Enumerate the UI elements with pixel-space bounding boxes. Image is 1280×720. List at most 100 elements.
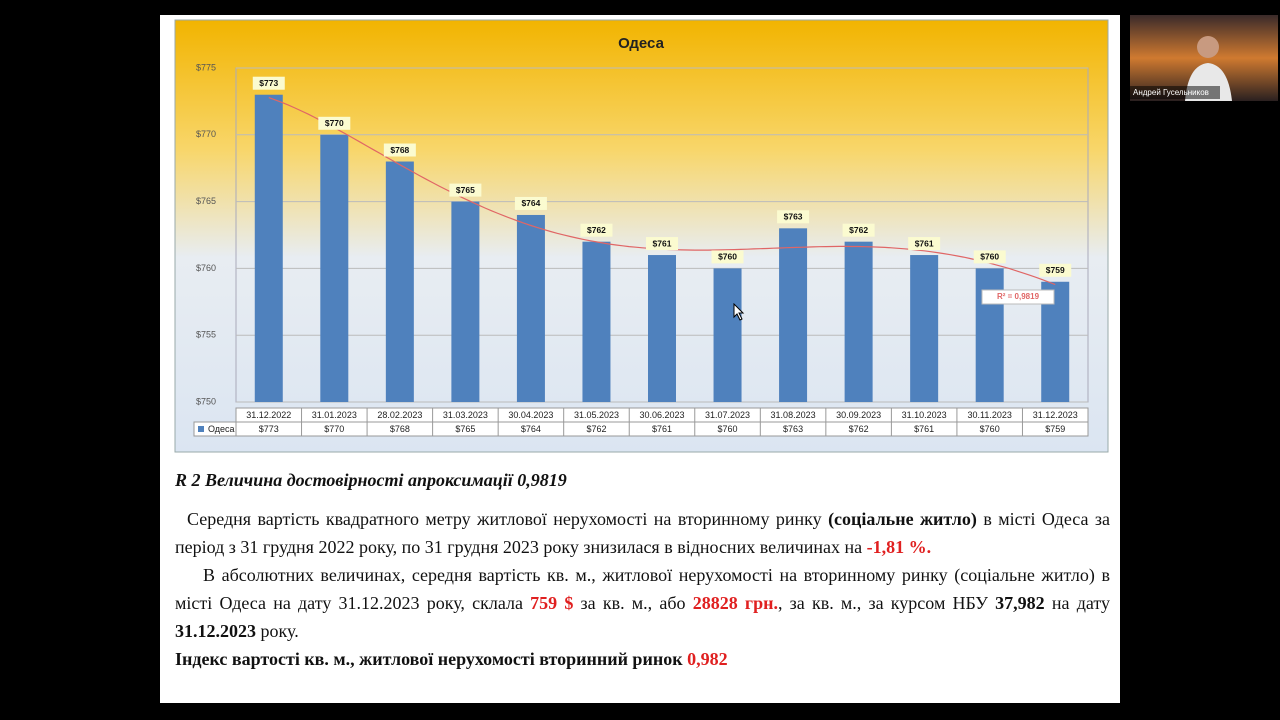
data-label: $765 [456, 185, 475, 195]
text-run: Індекс вартості кв. м., житлової нерухом… [175, 649, 688, 669]
data-label: $770 [325, 118, 344, 128]
text-run: R 2 Величина достовірності апроксимації … [175, 470, 567, 490]
data-label-box [252, 76, 285, 90]
table-value: $759 [1045, 424, 1065, 434]
document: R 2 Величина достовірності апроксимації … [175, 466, 1110, 673]
text-run: Середня вартість квадратного метру житло… [187, 509, 829, 529]
data-label: $760 [718, 252, 737, 262]
table-value: $765 [455, 424, 475, 434]
bar [779, 228, 808, 402]
table-value: $761 [652, 424, 672, 434]
table-value: $762 [586, 424, 606, 434]
text-run: 37,982 [995, 593, 1045, 613]
data-label: $762 [587, 225, 606, 235]
x-tick-label: 30.04.2023 [508, 410, 553, 420]
y-tick-label: $770 [196, 129, 216, 139]
x-tick-label: 31.01.2023 [312, 410, 357, 420]
text-run: за кв. м., або [573, 593, 693, 613]
bar [320, 134, 349, 403]
text-run: 28828 грн. [692, 593, 778, 613]
paragraph: Індекс вартості кв. м., житлової нерухом… [175, 645, 1110, 673]
data-label: $761 [653, 238, 672, 248]
x-tick-label: 28.02.2023 [377, 410, 422, 420]
participant-name: Андрей Гусельников [1133, 88, 1209, 97]
chart-title: Одеса [618, 35, 664, 52]
x-tick-label: 31.12.2023 [1033, 410, 1078, 420]
text-run: року. [256, 621, 299, 641]
x-tick-label: 30.11.2023 [967, 410, 1011, 420]
data-label-box [777, 210, 810, 224]
data-label: $761 [915, 238, 934, 248]
bar [713, 268, 742, 402]
y-tick-label: $765 [196, 196, 216, 206]
text-run: (соціальне житло) [828, 509, 977, 529]
bar [516, 214, 545, 402]
paragraph: В абсолютних величинах, середня вартість… [175, 561, 1110, 645]
data-label-box [449, 183, 482, 197]
text-run: 31.12.2023 [175, 621, 256, 641]
text-run: 0,982 [687, 649, 728, 669]
data-label-box [908, 237, 941, 251]
x-tick-label: 31.08.2023 [771, 410, 816, 420]
bar [844, 241, 873, 402]
y-tick-label: $775 [196, 62, 216, 72]
x-tick-label: 30.09.2023 [836, 410, 881, 420]
table-value: $773 [259, 424, 279, 434]
x-tick-label: 31.05.2023 [574, 410, 619, 420]
data-label: $759 [1046, 265, 1065, 275]
x-tick-label: 31.12.2022 [246, 410, 291, 420]
x-tick-label: 31.07.2023 [705, 410, 750, 420]
text-run: -1,81 %. [866, 537, 932, 557]
x-tick-label: 31.10.2023 [902, 410, 947, 420]
data-label-box [842, 223, 875, 237]
webcam: Андрей Гусельников [1130, 15, 1278, 101]
table-value: $761 [914, 424, 934, 434]
trendline-label-box [981, 289, 1055, 305]
data-label: $763 [784, 212, 803, 222]
data-label: $762 [849, 225, 868, 235]
data-label-box [318, 116, 351, 130]
trendline-label: R² = 0,9819 [997, 292, 1040, 301]
text-run: в місті Одеса за період з 31 грудня 2022… [175, 509, 1110, 557]
paragraph: R 2 Величина достовірності апроксимації … [175, 466, 1110, 494]
bar [648, 255, 676, 402]
bar [975, 268, 1004, 402]
data-label: $760 [980, 252, 999, 262]
chart-area [174, 19, 1109, 453]
bar [582, 241, 611, 402]
data-label-box [646, 237, 678, 251]
y-tick-label: $755 [196, 330, 216, 340]
data-label: $773 [259, 78, 278, 88]
table-value: $762 [849, 424, 869, 434]
paragraph: Середня вартість квадратного метру житло… [175, 505, 1110, 561]
bar [910, 255, 939, 402]
y-tick-label: $760 [196, 263, 216, 273]
bar [254, 94, 283, 402]
text-run: 759 $ [530, 593, 574, 613]
table-value: $760 [718, 424, 738, 434]
y-tick-label: $750 [196, 396, 216, 406]
x-tick-label: 31.03.2023 [443, 410, 488, 420]
table-value: $763 [783, 424, 803, 434]
text-run: , за кв. м., за курсом НБУ [777, 593, 996, 613]
data-label-box [973, 250, 1006, 264]
text-run: на дату [1044, 593, 1110, 613]
data-label-box [711, 250, 744, 264]
data-label-box [580, 223, 613, 237]
chart: Одеса $750 $755 $760 $765 $770 $775 R² = 0,981… [174, 19, 1109, 453]
table-legend-cell [193, 421, 237, 437]
legend-swatch [198, 426, 204, 432]
cursor [733, 303, 745, 321]
table-value: $764 [521, 424, 541, 434]
data-label: $764 [521, 198, 540, 208]
table-value: $770 [324, 424, 344, 434]
text-run: В абсолютних величинах, середня вартість… [175, 565, 1110, 613]
data-label: $768 [390, 145, 409, 155]
data-label-box [383, 143, 416, 157]
table-value: $768 [390, 424, 410, 434]
table-value: $760 [980, 424, 1000, 434]
x-tick-label: 30.06.2023 [639, 410, 684, 420]
bar [385, 161, 414, 402]
legend-label: Одеса [208, 424, 235, 434]
